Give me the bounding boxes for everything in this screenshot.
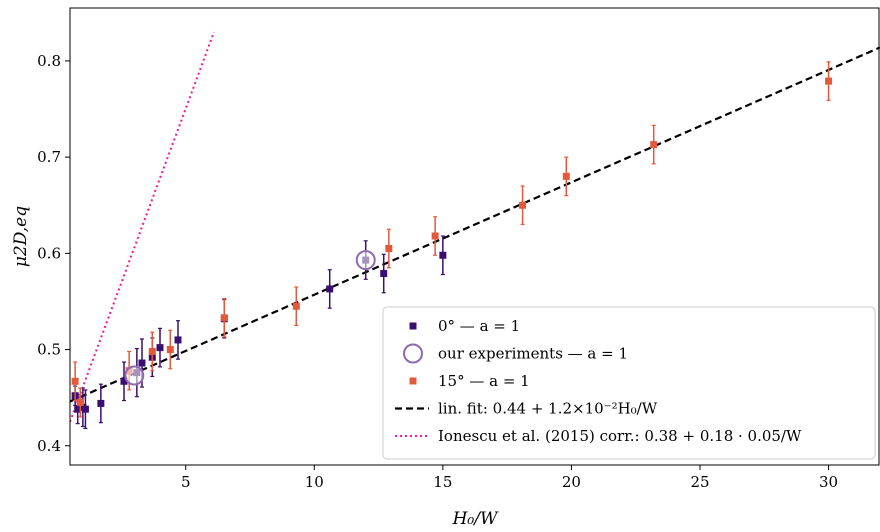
legend-label: our experiments — a = 1 (438, 345, 628, 363)
legend-label: lin. fit: 0.44 + 1.2×10⁻²H₀/W (438, 400, 658, 418)
legend-label: Ionescu et al. (2015) corr.: 0.38 + 0.18… (438, 427, 802, 445)
point-15deg (71, 361, 79, 402)
point-0deg (120, 361, 128, 402)
point-15deg (220, 297, 228, 338)
point-15deg (292, 286, 300, 327)
y-tick-label: 0.8 (37, 52, 61, 70)
y-tick-label: 0.6 (37, 244, 61, 262)
point-0deg (156, 327, 164, 368)
data-points (71, 61, 833, 430)
legend-label: 15° — a = 1 (438, 372, 530, 390)
legend-item-15deg: 15° — a = 1 (409, 372, 530, 390)
y-tick-label: 0.7 (37, 148, 61, 166)
point-0deg (380, 253, 388, 294)
point-experiment (355, 250, 376, 271)
y-tick-label: 0.5 (37, 341, 61, 359)
axes-frame (69, 7, 880, 466)
point-0deg (174, 320, 182, 360)
y-tick-label: 0.4 (37, 437, 61, 455)
axis-ticks: 5 10 15 20 25 30 0.4 0.5 0.6 0.7 0.8 (37, 52, 838, 491)
point-15deg (825, 61, 833, 101)
point-15deg (76, 387, 84, 418)
point-0deg (97, 383, 105, 424)
x-axis-label: H₀/W (452, 509, 499, 529)
point-15deg (385, 228, 393, 269)
legend: 0° — a = 1 our experiments — a = 1 15° — a… (382, 306, 876, 460)
point-0deg (439, 235, 447, 276)
point-experiment (124, 365, 145, 386)
point-0deg (326, 269, 334, 309)
x-tick-label: 30 (819, 473, 838, 491)
y-axis-label: μ2D,eq (11, 206, 31, 267)
x-tick-label: 10 (305, 473, 324, 491)
point-15deg (148, 331, 156, 372)
point-15deg (431, 216, 439, 256)
point-0deg (81, 389, 89, 430)
legend-box (382, 306, 876, 460)
fit-lines (70, 31, 880, 423)
point-15deg (166, 329, 174, 370)
legend-label: 0° — a = 1 (438, 317, 520, 335)
legend-marker (409, 322, 417, 330)
linear-fit-line (70, 46, 880, 403)
point-15deg (519, 185, 527, 226)
point-15deg (562, 156, 570, 197)
legend-item-ionescu: Ionescu et al. (2015) corr.: 0.38 + 0.18… (395, 427, 802, 445)
x-tick-label: 25 (690, 473, 709, 491)
point-15deg (650, 124, 658, 165)
legend-item-experiments: our experiments — a = 1 (403, 343, 628, 364)
x-tick-label: 5 (181, 473, 191, 491)
legend-item-0deg: 0° — a = 1 (409, 317, 520, 335)
legend-marker (409, 377, 417, 385)
legend-item-linear-fit: lin. fit: 0.44 + 1.2×10⁻²H₀/W (395, 400, 658, 418)
x-tick-label: 15 (433, 473, 452, 491)
ionescu-correlation-line (70, 31, 215, 423)
x-tick-label: 20 (562, 473, 581, 491)
legend-marker (403, 343, 423, 364)
